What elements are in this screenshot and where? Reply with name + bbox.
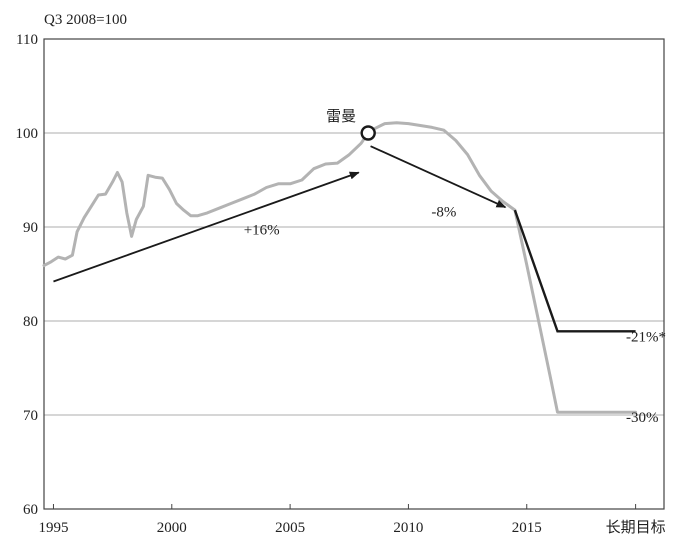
x-tick-label-2: 2005 <box>275 520 305 536</box>
x-tick-label-4: 2015 <box>512 520 542 536</box>
annotation-arrows: +16% -8% <box>53 145 507 283</box>
y-tick-label-60: 60 <box>23 502 38 518</box>
unit-label: Q3 2008=100 <box>44 12 127 28</box>
y-tick-labels: 60 70 80 90 100 110 <box>16 32 39 518</box>
end-labels: -21%* -30% <box>626 329 666 426</box>
x-tick-labels: 1995 2000 2005 2010 2015 长期目标 <box>38 504 666 536</box>
projection-series-line <box>513 209 636 333</box>
annotation-arrow-label-1: -8% <box>431 205 456 221</box>
annotation-arrow-1 <box>370 145 507 209</box>
y-tick-label-110: 110 <box>16 32 38 48</box>
y-tick-label-70: 70 <box>23 408 38 424</box>
y-tick-label-80: 80 <box>23 314 38 330</box>
annotation-arrow-0 <box>53 171 360 283</box>
x-tick-label-1: 2000 <box>157 520 187 536</box>
plot-area-frame <box>43 38 665 510</box>
x-tick-label-3: 2010 <box>393 520 423 536</box>
annotation-arrow-label-0: +16% <box>244 223 280 239</box>
lehman-label: 雷曼 <box>326 108 356 125</box>
lehman-point-marker <box>360 125 376 141</box>
y-tick-label-90: 90 <box>23 220 38 236</box>
y-tick-label-100: 100 <box>16 126 39 142</box>
end-label-1: -30% <box>626 410 659 426</box>
x-tick-label-5: 长期目标 <box>606 519 666 536</box>
gridlines <box>44 132 664 416</box>
history-series-line <box>42 121 638 414</box>
x-tick-label-0: 1995 <box>38 520 68 536</box>
end-label-0: -21%* <box>626 329 666 345</box>
